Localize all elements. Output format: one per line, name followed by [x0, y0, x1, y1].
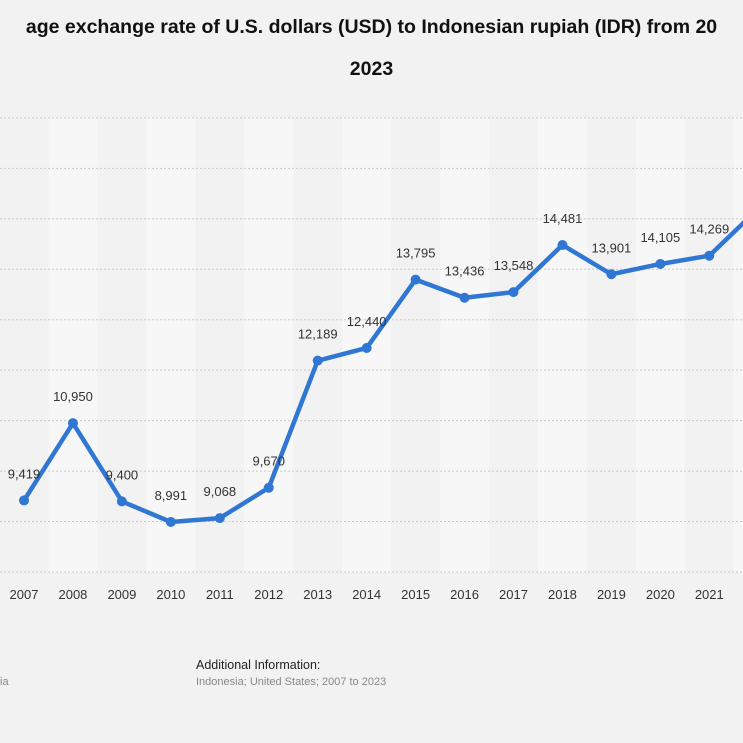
column-band [635, 117, 685, 572]
x-tick-label: 2019 [597, 587, 626, 602]
x-tick-label: 2018 [548, 587, 577, 602]
data-label: 14,105 [640, 230, 680, 245]
column-band [537, 117, 587, 572]
x-tick-label: 2020 [646, 587, 675, 602]
data-point [459, 292, 470, 303]
column-band [733, 117, 743, 572]
source-text-fragment: ia [0, 676, 9, 688]
data-point [508, 287, 519, 298]
data-label: 9,670 [252, 454, 285, 469]
column-band [146, 117, 196, 572]
data-point [655, 258, 666, 269]
x-tick-label: 2008 [58, 587, 87, 602]
data-label: 9,419 [8, 466, 41, 481]
data-point [67, 418, 78, 429]
data-points [19, 240, 715, 527]
data-point [606, 269, 617, 280]
data-label: 12,440 [347, 314, 387, 329]
data-point [214, 513, 225, 524]
x-tick-label: 2012 [254, 587, 283, 602]
x-tick-label: 2016 [450, 587, 479, 602]
data-label: 9,400 [106, 467, 139, 482]
data-labels: 9,419 10,950 9,400 8,991 9,068 9,670 12,189 12,… [8, 211, 729, 503]
additional-info-heading: Additional Information: [196, 658, 321, 672]
chart-title-line2: 2023 [349, 58, 394, 80]
data-label: 14,481 [543, 211, 583, 226]
data-point [557, 240, 568, 250]
x-tick-label: 2014 [352, 587, 381, 602]
data-label: 14,269 [689, 222, 729, 237]
x-tick-label: 2011 [206, 587, 234, 602]
additional-info-text: Indonesia; United States; 2007 to 2023 [196, 676, 387, 688]
x-tick-label: 2017 [499, 587, 528, 602]
column-band [48, 117, 98, 572]
x-tick-label: 2015 [401, 587, 430, 602]
data-label: 13,436 [445, 264, 485, 279]
data-label: 13,548 [494, 258, 534, 273]
chart-title: age exchange rate of U.S. dollars (USD) … [25, 16, 718, 38]
column-bands [48, 117, 743, 572]
column-band [244, 117, 294, 572]
data-label: 13,795 [396, 246, 436, 261]
data-point [704, 250, 715, 261]
data-label: 9,068 [204, 484, 237, 499]
x-axis-ticks: 2007 2008 2009 2010 2011 2012 2013 2014 2015 2016… [10, 587, 724, 602]
x-tick-label: 2013 [303, 587, 332, 602]
data-label: 8,991 [155, 488, 188, 503]
data-point [410, 274, 421, 285]
x-tick-label: 2007 [10, 587, 39, 602]
data-label: 10,950 [53, 389, 93, 404]
column-band [440, 117, 490, 572]
data-point [165, 517, 176, 527]
x-tick-label: 2010 [156, 587, 185, 602]
data-label: 13,901 [592, 240, 632, 255]
data-point [263, 482, 274, 493]
data-point [312, 355, 323, 366]
data-point [116, 496, 127, 507]
data-point [19, 495, 29, 506]
x-tick-label: 2009 [107, 587, 136, 602]
data-label: 12,189 [298, 327, 338, 342]
series-line [21, 220, 743, 525]
data-point [361, 342, 372, 353]
x-tick-label: 2021 [695, 587, 724, 602]
